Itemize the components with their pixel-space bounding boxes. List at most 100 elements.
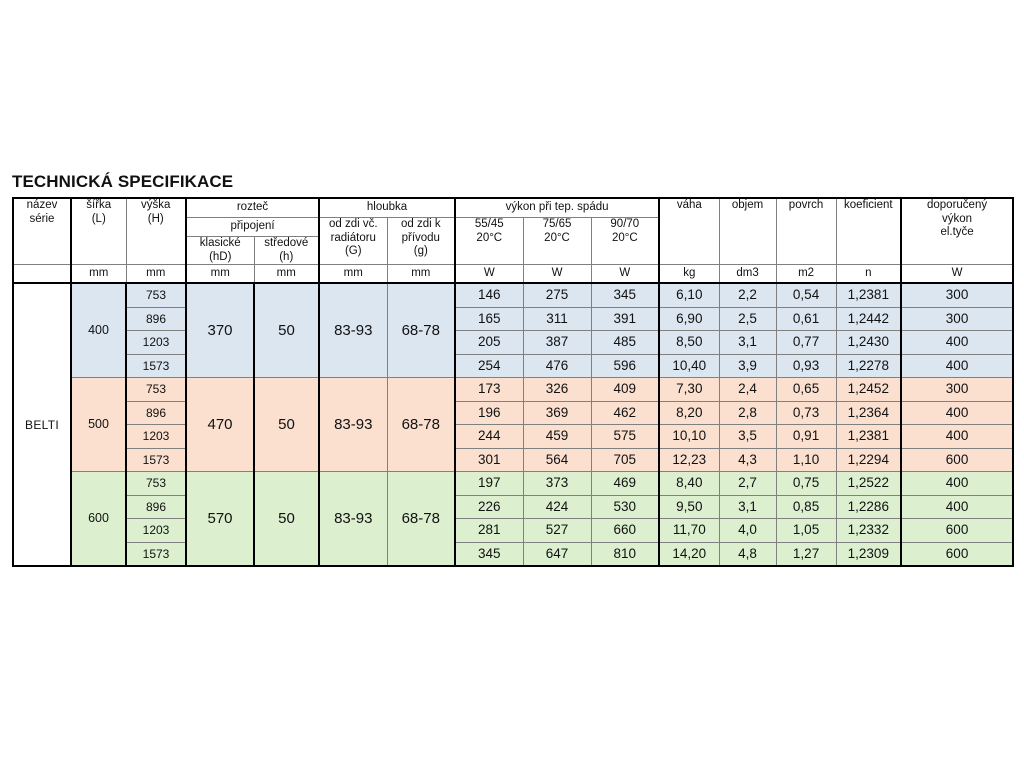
- vykon-9070-cell: 469: [590, 471, 661, 496]
- povrch-cell: 1,10: [775, 447, 837, 473]
- povrch-cell: 0,91: [775, 424, 837, 449]
- koeficient-cell: 1,2381: [835, 424, 903, 449]
- klasicke-cell: 470: [185, 377, 255, 473]
- doporuceny-vykon-cell: 400: [900, 471, 1014, 496]
- objem-cell: 3,1: [718, 494, 777, 520]
- povrch-cell: 0,61: [775, 306, 837, 332]
- height-cell: 1573: [125, 541, 187, 568]
- table-row: 1573 345 647 810 14,20 4,8 1,27 1,2309 600: [13, 541, 1014, 568]
- vykon-5545-cell: 196: [454, 400, 524, 426]
- vykon-9070-cell: 705: [590, 447, 661, 473]
- vykon-7565-cell: 459: [522, 424, 592, 449]
- vaha-cell: 11,70: [658, 518, 720, 543]
- header-doporuceny-line1: doporučený: [927, 199, 988, 211]
- povrch-cell: 0,93: [775, 353, 837, 379]
- header-vyska-line2: (H): [147, 212, 164, 225]
- header-group-hloubka: hloubka: [318, 197, 457, 218]
- koeficient-cell: 1,2442: [835, 306, 903, 332]
- povrch-cell: 0,65: [775, 377, 837, 402]
- height-cell: 1573: [125, 447, 187, 473]
- page-title: TECHNICKÁ SPECIFIKACE: [12, 172, 234, 191]
- table-row: 500 753 470 50 83-93 68-78 173 326 409 7,30 2,4 0,6…: [13, 377, 1014, 473]
- objem-cell: 2,2: [718, 282, 777, 308]
- doporuceny-vykon-cell: 400: [900, 424, 1014, 449]
- klasicke-cell: 570: [185, 471, 255, 567]
- vykon-5545-cell: 254: [454, 353, 524, 379]
- table-row: 1203 244 459 575 10,10 3,5 0,91 1,2381 400: [13, 424, 1014, 449]
- header-od-zdi-privodu-line1: od zdi k: [400, 218, 441, 230]
- height-cell: 753: [125, 282, 187, 308]
- povrch-cell: 0,73: [775, 400, 837, 426]
- od-zdi-radiatoru-cell: 83-93: [318, 282, 388, 379]
- unit-sirka: mm: [70, 264, 127, 285]
- od-zdi-privodu-cell: 68-78: [386, 471, 457, 567]
- unit-od-zdi-radiatoru: mm: [318, 264, 388, 285]
- doporuceny-vykon-cell: 400: [900, 353, 1014, 379]
- table-row: 1573 301 564 705 12,23 4,3 1,10 1,2294 600: [13, 447, 1014, 473]
- header-vykon-5545-line2: 20°C: [476, 231, 503, 244]
- koeficient-cell: 1,2294: [835, 447, 903, 473]
- vykon-9070-cell: 810: [590, 541, 661, 568]
- unit-koeficient: n: [835, 264, 903, 285]
- koeficient-cell: 1,2309: [835, 541, 903, 568]
- koeficient-cell: 1,2278: [835, 353, 903, 379]
- povrch-cell: 0,85: [775, 494, 837, 520]
- header-klasicke-line2: (hD): [209, 250, 232, 263]
- povrch-cell: 1,05: [775, 518, 837, 543]
- vykon-7565-cell: 424: [522, 494, 592, 520]
- povrch-cell: 0,54: [775, 282, 837, 308]
- vaha-cell: 10,40: [658, 353, 720, 379]
- header-vykon-7565: 75/65 20°C: [522, 216, 592, 266]
- povrch-cell: 0,77: [775, 330, 837, 355]
- vykon-9070-cell: 462: [590, 400, 661, 426]
- header-od-zdi-privodu-line2: přívodu: [401, 231, 440, 244]
- od-zdi-radiatoru-cell: 83-93: [318, 377, 388, 473]
- koeficient-cell: 1,2286: [835, 494, 903, 520]
- header-row-connection-types: klasické (hD) středové (h): [13, 235, 1013, 266]
- vaha-cell: 9,50: [658, 494, 720, 520]
- header-vykon-9070: 90/70 20°C: [590, 216, 661, 266]
- header-objem-label: objem: [731, 199, 764, 211]
- header-stredove-line2: (h): [279, 250, 294, 263]
- unit-nazev-serie: [12, 264, 72, 285]
- table-row: 896 196 369 462 8,20 2,8 0,73 1,2364 400: [13, 400, 1014, 426]
- unit-vykon-9070: W: [590, 264, 661, 285]
- vykon-5545-cell: 301: [454, 447, 524, 473]
- vaha-cell: 8,40: [658, 471, 720, 496]
- header-sirka-line2: (L): [91, 212, 106, 225]
- height-cell: 896: [125, 494, 187, 520]
- povrch-cell: 0,75: [775, 471, 837, 496]
- vaha-cell: 10,10: [658, 424, 720, 449]
- header-vykon-5545: 55/45 20°C: [454, 216, 524, 266]
- header-od-zdi-radiatoru-line2: radiátoru: [330, 231, 376, 244]
- objem-cell: 4,8: [718, 541, 777, 568]
- height-cell: 753: [125, 377, 187, 402]
- header-vykon-7565-line1: 75/65: [542, 218, 572, 230]
- vaha-cell: 8,50: [658, 330, 720, 355]
- objem-cell: 2,7: [718, 471, 777, 496]
- header-nazev-serie-line1: název: [26, 199, 58, 211]
- height-cell: 1203: [125, 518, 187, 543]
- height-cell: 1203: [125, 330, 187, 355]
- header-vyska: výška (H): [125, 197, 187, 266]
- vykon-7565-cell: 647: [522, 541, 592, 568]
- header-vykon-9070-line2: 20°C: [611, 231, 638, 244]
- header-group-vykon: výkon při tep. spádu: [454, 197, 661, 218]
- vykon-9070-cell: 660: [590, 518, 661, 543]
- unit-objem: dm3: [718, 264, 777, 285]
- header-doporuceny-vykon: doporučený výkon el.tyče: [900, 197, 1014, 266]
- objem-cell: 3,9: [718, 353, 777, 379]
- header-vaha: váha: [658, 197, 720, 266]
- header-vaha-label: váha: [676, 199, 702, 211]
- vykon-9070-cell: 345: [590, 282, 661, 308]
- vykon-9070-cell: 485: [590, 330, 661, 355]
- vykon-5545-cell: 244: [454, 424, 524, 449]
- doporuceny-vykon-cell: 300: [900, 282, 1014, 308]
- vykon-5545-cell: 165: [454, 306, 524, 332]
- unit-vaha: kg: [658, 264, 720, 285]
- header-od-zdi-radiatoru-line3: (G): [344, 245, 362, 258]
- vykon-5545-cell: 226: [454, 494, 524, 520]
- header-nazev-serie: název série: [12, 197, 72, 266]
- vykon-9070-cell: 530: [590, 494, 661, 520]
